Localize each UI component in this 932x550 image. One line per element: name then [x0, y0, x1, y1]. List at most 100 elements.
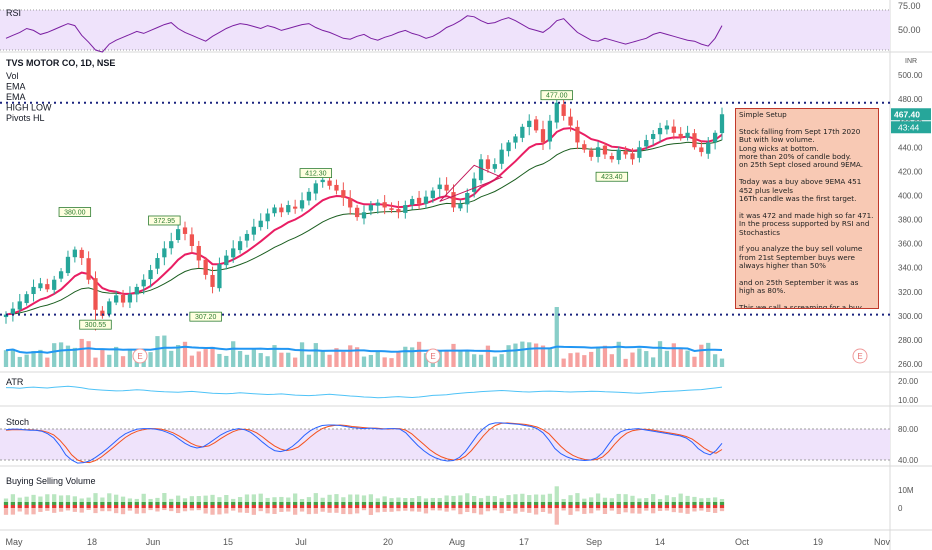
bsv-buy-core: [196, 502, 201, 505]
candle-body: [492, 164, 497, 169]
candle-body: [341, 190, 346, 198]
bsv-sell-bar: [58, 508, 64, 512]
bsv-buy-bar: [499, 498, 504, 502]
bsv-buy-core: [237, 502, 243, 505]
bsv-buy-core: [169, 502, 174, 505]
price-tick: 320.00: [898, 288, 923, 297]
volume-bar: [623, 358, 628, 367]
bsv-buy-core: [451, 502, 456, 505]
bsv-buy-bar: [472, 495, 477, 502]
candle-body: [595, 147, 601, 157]
bsv-sell-bar: [423, 508, 429, 514]
bsv-buy-core: [313, 502, 318, 505]
volume-bar: [499, 354, 504, 367]
earnings-marker: [132, 348, 148, 364]
bsv-tick: 0: [898, 504, 903, 513]
rsi-line: [5, 15, 723, 53]
bsv-sell-bar: [692, 508, 697, 512]
candle-body: [506, 142, 511, 152]
bsv-sell-core: [451, 505, 456, 508]
candle-body: [251, 226, 256, 235]
bsv-sell-bar: [375, 508, 380, 513]
bsv-buy-bar: [644, 498, 649, 502]
bsv-buy-core: [699, 502, 704, 505]
candle-body: [162, 248, 167, 258]
stoch-tick: 80.00: [898, 425, 919, 434]
volume-bar: [458, 350, 463, 367]
bsv-sell-bar: [547, 508, 553, 514]
bsv-sell-bar: [630, 508, 635, 514]
bsv-sell-bar: [272, 508, 277, 514]
candle-body: [637, 147, 642, 158]
volume-bar: [244, 354, 250, 367]
candle-body: [79, 249, 84, 259]
volume-bar: [217, 353, 222, 367]
bsv-sell-bar: [458, 508, 463, 515]
volume-bar: [286, 352, 291, 367]
bsv-sell-core: [472, 505, 477, 508]
bsv-buy-core: [120, 502, 126, 505]
volume-bar: [589, 351, 594, 367]
bsv-buy-core: [348, 502, 353, 505]
candle-body: [320, 179, 325, 183]
volume-bar: [258, 353, 263, 367]
price-tick: 300.00: [898, 312, 923, 321]
bsv-sell-core: [389, 505, 394, 508]
bsv-sell-core: [52, 505, 57, 508]
candle-body: [327, 180, 332, 186]
volume-bar: [540, 345, 546, 367]
bsv-buy-core: [162, 502, 167, 505]
bsv-sell-bar: [719, 508, 725, 512]
bsv-sell-bar: [437, 508, 442, 511]
bsv-buy-core: [17, 502, 22, 505]
price-tick: 380.00: [898, 216, 923, 225]
rsi-tick: 75.00: [898, 1, 921, 11]
bsv-buy-bar: [279, 496, 284, 502]
bsv-buy-bar: [623, 494, 628, 502]
bsv-buy-bar: [540, 494, 546, 502]
volume-bar: [478, 354, 484, 367]
bsv-buy-bar: [368, 494, 374, 502]
bsv-buy-bar: [79, 498, 84, 502]
bsv-sell-core: [100, 505, 105, 508]
volume-bar: [334, 348, 339, 367]
bsv-buy-core: [602, 502, 608, 505]
bsv-sell-bar: [561, 508, 566, 511]
volume-bar: [65, 345, 71, 367]
bsv-sell-core: [692, 505, 697, 508]
bsv-sell-bar: [210, 508, 215, 515]
bsv-sell-core: [664, 505, 670, 508]
earnings-marker: [852, 348, 868, 364]
bsv-buy-core: [189, 502, 195, 505]
bsv-buy-core: [38, 502, 43, 505]
bsv-sell-bar: [554, 508, 559, 525]
bsv-sell-core: [162, 505, 167, 508]
bsv-sell-bar: [678, 508, 683, 513]
annotation-note[interactable]: Simple Setup Stock falling from Sept 17th…: [735, 108, 879, 309]
bsv-sell-core: [513, 505, 518, 508]
bsv-sell-bar: [568, 508, 573, 515]
stoch-tick: 40.00: [898, 456, 919, 465]
bsv-buy-core: [623, 502, 628, 505]
bsv-buy-bar: [114, 494, 119, 502]
bsv-buy-core: [527, 502, 532, 505]
ema-fast-line: [5, 127, 723, 316]
bsv-sell-core: [430, 505, 435, 508]
candle-body: [279, 207, 284, 213]
bsv-buy-core: [93, 502, 98, 505]
candle-body: [416, 197, 422, 204]
bsv-buy-core: [134, 502, 139, 505]
bsv-sell-core: [251, 505, 256, 508]
price-tick: 440.00: [898, 143, 923, 152]
bsv-sell-core: [706, 505, 711, 508]
bsv-buy-core: [423, 502, 429, 505]
bsv-sell-core: [127, 505, 133, 508]
bsv-buy-bar: [520, 493, 525, 502]
bsv-buy-core: [327, 502, 332, 505]
earnings-marker-label: E: [857, 352, 862, 361]
candle-body: [458, 203, 463, 209]
bsv-buy-core: [299, 502, 305, 505]
bsv-buy-core: [24, 502, 29, 505]
bsv-buy-bar: [306, 497, 312, 502]
